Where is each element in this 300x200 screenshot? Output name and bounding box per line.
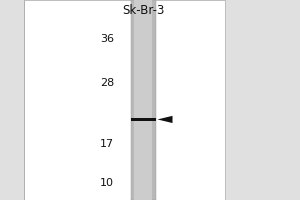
Text: 10: 10 [100, 178, 114, 188]
Text: 17: 17 [100, 139, 114, 149]
Polygon shape [158, 116, 172, 123]
FancyBboxPatch shape [134, 0, 152, 200]
FancyBboxPatch shape [130, 118, 156, 121]
Text: 28: 28 [100, 78, 114, 88]
Text: 36: 36 [100, 34, 114, 44]
FancyBboxPatch shape [130, 0, 156, 200]
FancyBboxPatch shape [24, 0, 225, 200]
Text: Sk-Br-3: Sk-Br-3 [122, 4, 164, 17]
